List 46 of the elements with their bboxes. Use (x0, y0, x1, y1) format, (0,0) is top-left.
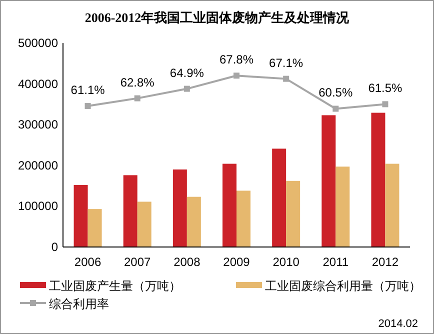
x-tick-label: 2008 (174, 255, 201, 269)
bar (272, 148, 286, 247)
data-label: 67.8% (219, 52, 254, 67)
point (184, 86, 190, 92)
text: 2014.02 (378, 318, 418, 330)
x-tick-label: 2012 (372, 255, 399, 269)
y-tick-label: 0 (51, 240, 58, 254)
bar (336, 166, 350, 247)
data-label: 64.9% (170, 66, 204, 80)
point (382, 101, 388, 108)
y-tick-label: 400000 (18, 76, 58, 91)
point (84, 103, 91, 110)
bar (286, 180, 300, 247)
bar (88, 209, 102, 247)
bar (322, 115, 336, 247)
y-tick-label: 500000 (18, 36, 58, 50)
bar (123, 175, 138, 247)
bar (371, 112, 386, 247)
bar (385, 164, 400, 247)
x-tick-label: 2010 (272, 255, 300, 269)
data-label: 61.1% (70, 83, 106, 98)
point (283, 76, 290, 82)
bar (236, 190, 250, 247)
data-label: 62.8% (120, 75, 155, 90)
x-tick-label: 2009 (223, 255, 250, 269)
y-tick-label: 200000 (18, 158, 58, 172)
legend-label: 工业固废产生量（万吨） (49, 279, 181, 293)
point (234, 72, 240, 79)
data-label: 61.5% (368, 81, 403, 96)
point (134, 95, 140, 102)
legend-label: 综合利用率 (49, 297, 109, 311)
bar (186, 196, 201, 247)
y-tick-label: 300000 (18, 118, 58, 132)
point (332, 106, 339, 112)
data-label: 60.5% (318, 86, 353, 100)
x-tick-label: 2006 (74, 255, 102, 269)
x-tick-label: 2007 (124, 255, 152, 269)
legend-label: 工业固废综合利用量（万吨） (265, 279, 421, 293)
bar (222, 164, 236, 247)
y-tick-label: 100000 (18, 199, 58, 214)
x-tick-label: 2011 (322, 255, 349, 269)
bar (172, 169, 187, 247)
chart-title: 2006-2012年我国工业固体废物产生及处理情况 (84, 10, 350, 25)
bar (74, 184, 88, 247)
bar (137, 202, 152, 247)
data-label: 67.1% (269, 56, 304, 70)
